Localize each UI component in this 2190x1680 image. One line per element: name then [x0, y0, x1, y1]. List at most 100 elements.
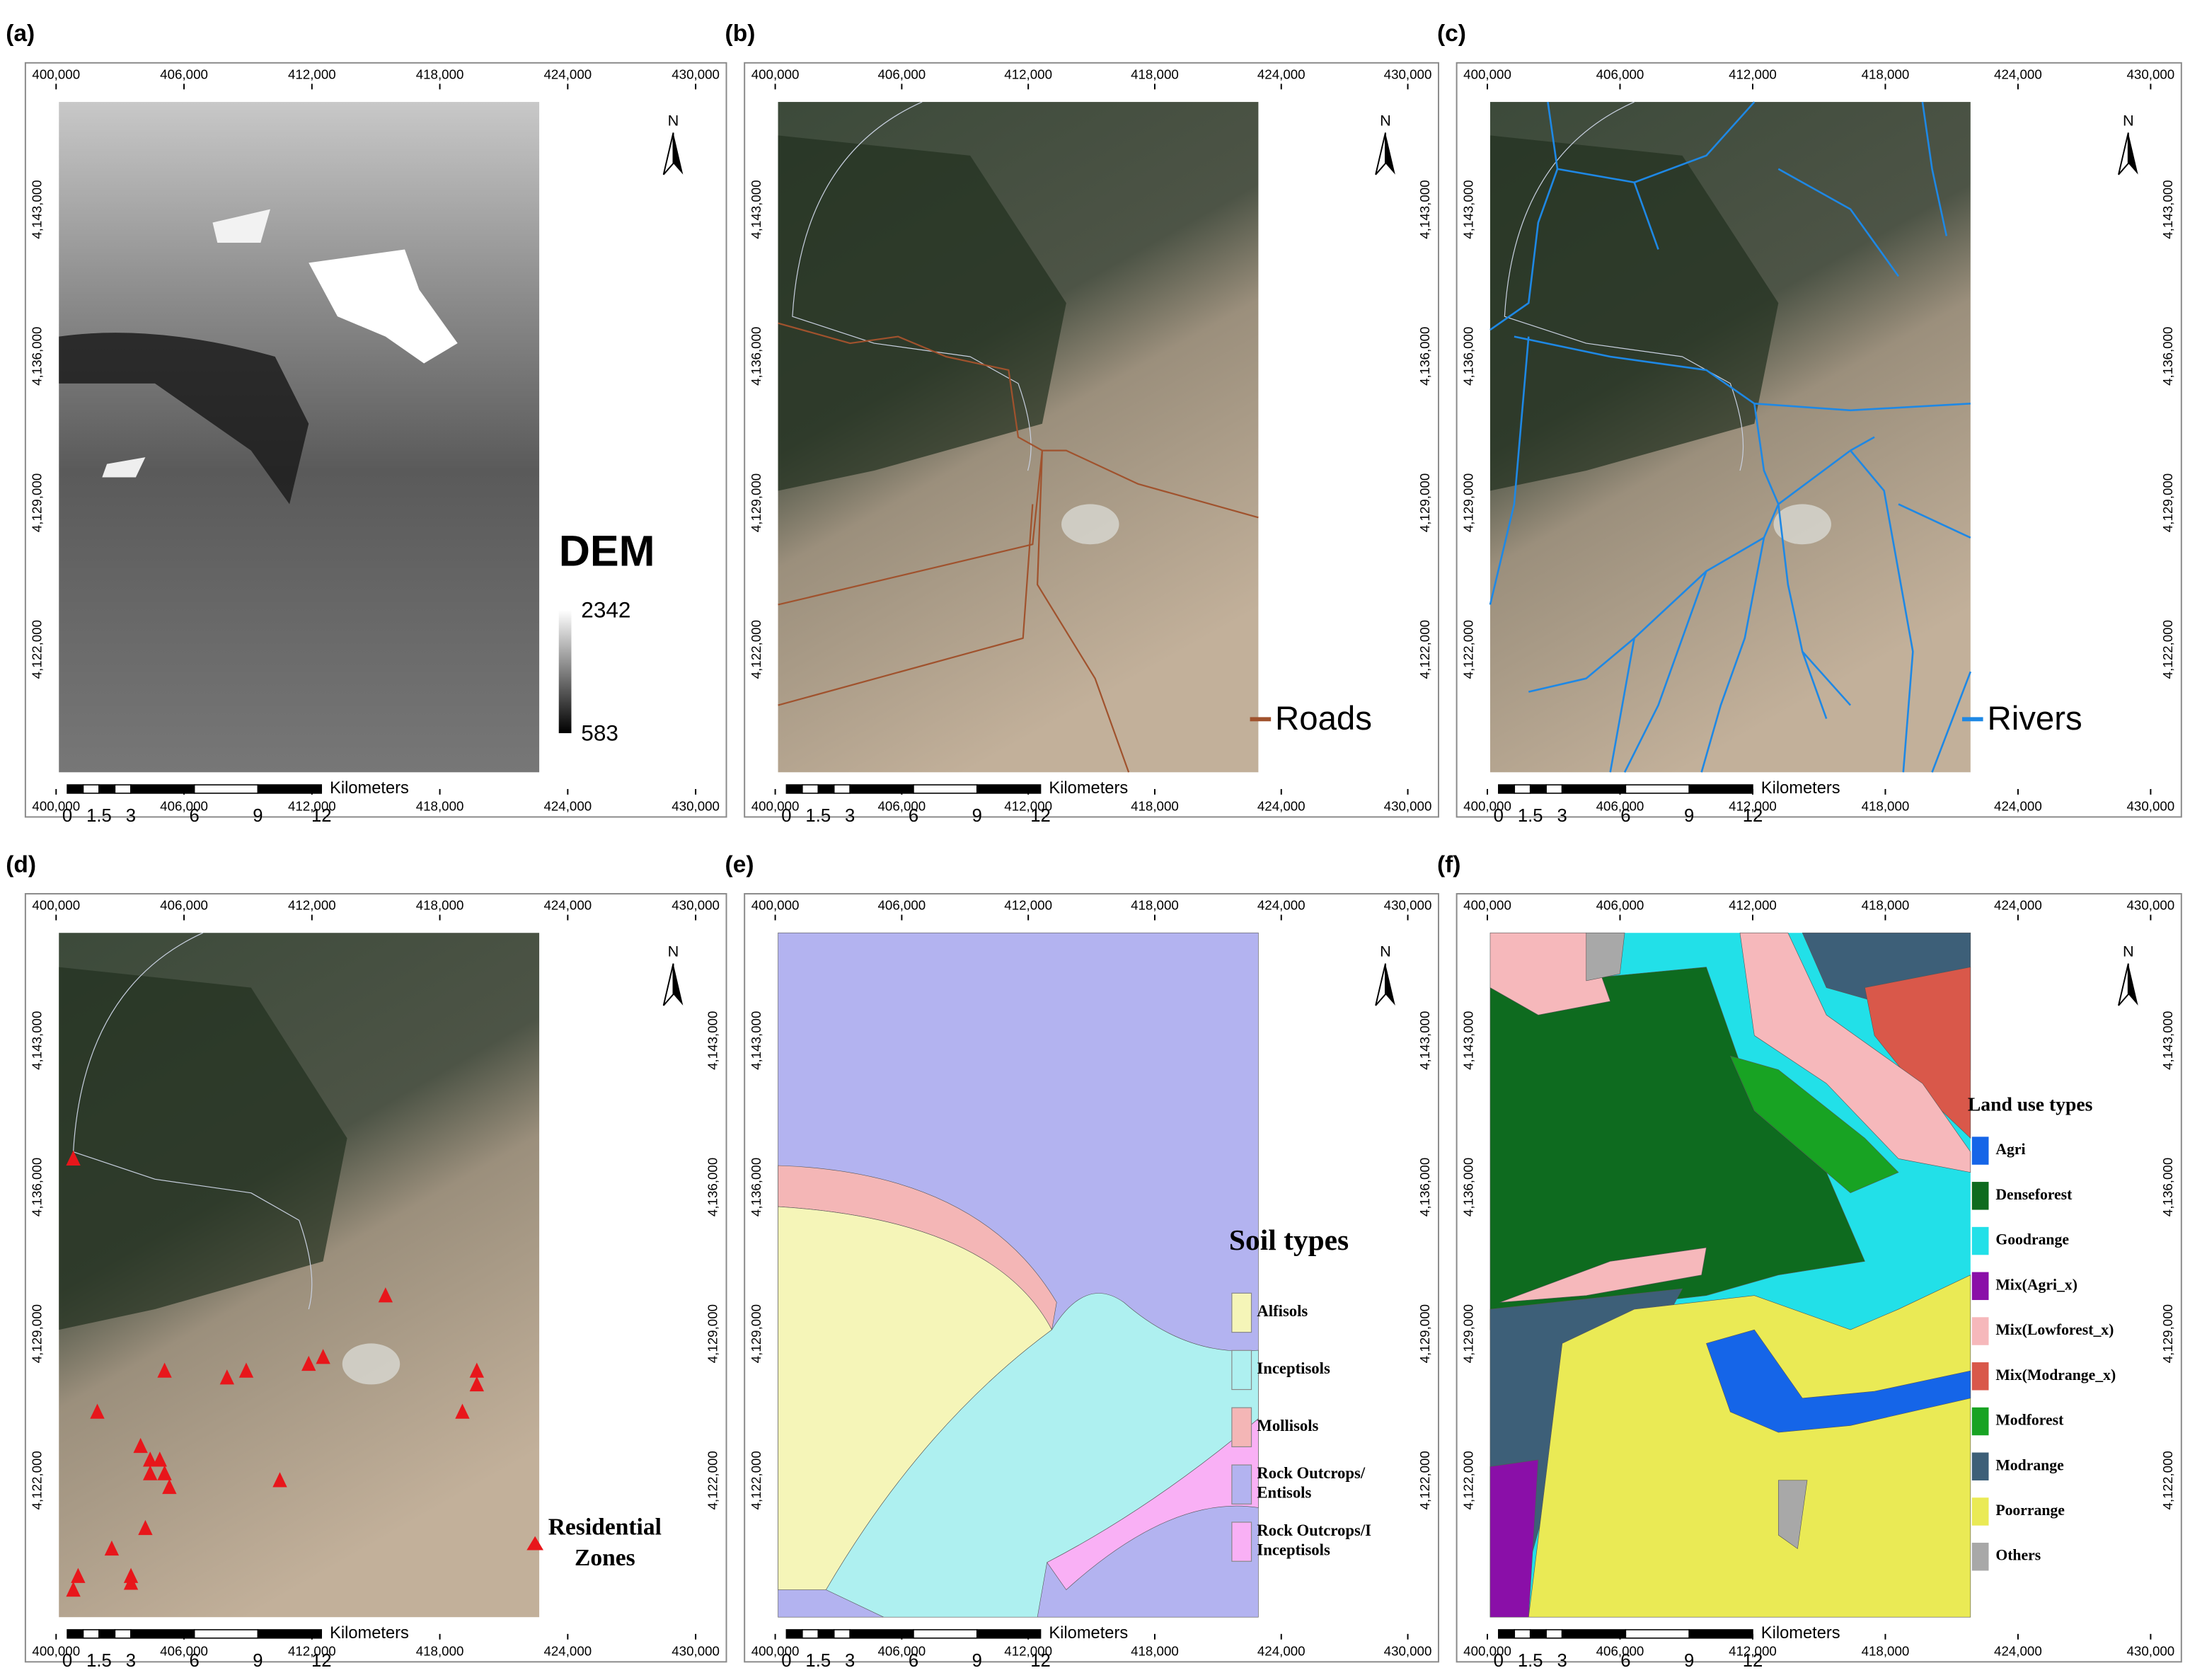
scale-bar-label: 1.5 — [805, 806, 831, 826]
north-arrow — [673, 132, 684, 175]
road — [778, 451, 1042, 605]
y-tick-label: 4,143,000 — [2160, 180, 2175, 238]
legend-swatch — [1971, 1317, 1989, 1345]
scale-bar-label: 0 — [62, 1651, 72, 1671]
x-tick-label: 400,000 — [32, 799, 80, 814]
y-tick-label: 4,143,000 — [2160, 1011, 2175, 1070]
scale-bar-segment — [98, 1629, 116, 1639]
x-tick-label: 430,000 — [1384, 67, 1432, 82]
road — [778, 504, 1033, 705]
x-tick-label: 412,000 — [1004, 1643, 1052, 1658]
scale-bar-segment — [802, 1629, 819, 1639]
scale-bar-label: 9 — [1684, 806, 1694, 826]
x-tick-label: 400,000 — [32, 898, 80, 913]
scale-bar-segment — [913, 1629, 978, 1639]
legend-swatch — [1971, 1272, 1989, 1301]
landuse-mix-lowforest — [1740, 933, 1971, 1172]
legend-swatch — [1971, 1182, 1989, 1210]
x-tick-label: 418,000 — [1131, 67, 1179, 82]
north-arrow — [1375, 963, 1386, 1006]
panel-frame — [24, 892, 727, 1663]
river — [1932, 672, 1971, 772]
river — [1754, 403, 1778, 537]
landuse-modforest — [1730, 1056, 1898, 1192]
scale-bar-segment — [130, 1629, 195, 1639]
x-tick-label: 406,000 — [1596, 898, 1644, 913]
scale-bar-segment — [1498, 1629, 1516, 1639]
north-arrow — [1385, 963, 1395, 1006]
map-panel: (c) 400,000 400,000 406,000 406,000 412,000 41… — [1437, 21, 2182, 826]
panel-frame — [744, 892, 1439, 1663]
scale-bar-segment — [1688, 784, 1753, 794]
y-tick-label: 4,129,000 — [2160, 473, 2175, 532]
legend-swatch — [1971, 1452, 1989, 1481]
soil-rock-inceptisols — [1047, 1419, 1259, 1590]
residential-zone-marker — [157, 1465, 172, 1480]
north-arrow — [2128, 132, 2138, 175]
residential-zone-marker — [123, 1575, 139, 1590]
scale-bar-segment — [257, 784, 323, 794]
y-tick-label: 4,136,000 — [1460, 1158, 1475, 1216]
legend-label: Rock Outcrops/I — [1257, 1521, 1371, 1539]
map — [1490, 933, 1971, 1617]
scale-bar-label: 1.5 — [1518, 806, 1543, 826]
panel-label: (d) — [6, 851, 36, 878]
y-tick-label: 4,143,000 — [1460, 180, 1475, 238]
river — [1702, 538, 1764, 773]
legend-swatch — [1971, 1137, 1989, 1165]
scale-bar-segment — [849, 784, 914, 794]
legend-label: Inceptisols — [1257, 1359, 1330, 1377]
river — [1923, 102, 1947, 236]
legend-swatch — [1231, 1292, 1252, 1333]
scale-bar-segment — [913, 784, 978, 794]
scale-bar-segment — [67, 1629, 84, 1639]
legend-label: Rock Outcrops/ — [1257, 1464, 1365, 1482]
residential-zone-marker — [301, 1355, 316, 1371]
scale-bar-segment — [1625, 1629, 1690, 1639]
river — [1514, 337, 1971, 410]
legend-label: Roads — [1275, 700, 1372, 737]
x-tick-label: 406,000 — [878, 898, 926, 913]
y-tick-label: 4,143,000 — [749, 1011, 763, 1070]
x-tick-label: 412,000 — [1729, 898, 1777, 913]
scale-bar-segment — [785, 784, 803, 794]
x-tick-label: 400,000 — [751, 1643, 800, 1658]
x-tick-label: 424,000 — [543, 799, 592, 814]
legend-swatch — [1971, 1407, 1989, 1436]
x-tick-label: 400,000 — [32, 67, 80, 82]
scale-bar-label: 6 — [909, 1651, 918, 1671]
legend-max: 2342 — [581, 597, 630, 623]
y-tick-label: 4,136,000 — [30, 1158, 45, 1216]
x-tick-label: 418,000 — [1862, 799, 1910, 814]
residential-zone-marker — [272, 1472, 287, 1488]
scale-bar-label: 3 — [126, 806, 136, 826]
y-tick-label: 4,129,000 — [1460, 1304, 1475, 1363]
scale-bar-segment — [1514, 784, 1531, 794]
residential-zone-marker — [469, 1362, 485, 1378]
scale-bar-segment — [1529, 1629, 1547, 1639]
residential-zone-marker — [152, 1451, 167, 1467]
legend-swatch — [1231, 1350, 1252, 1391]
stream — [74, 933, 312, 1309]
scale-bar-label: 9 — [1684, 1651, 1694, 1671]
legend-label: Others — [1995, 1547, 2041, 1564]
scale-bar-label: 0 — [1494, 1651, 1504, 1671]
panel-frame — [744, 62, 1439, 818]
stream — [1504, 102, 1743, 471]
x-tick-label: 424,000 — [1257, 799, 1306, 814]
panel-frame — [1456, 892, 2182, 1663]
legend-label: Goodrange — [1995, 1231, 2069, 1248]
x-tick-label: 406,000 — [1596, 799, 1644, 814]
x-tick-label: 430,000 — [2127, 799, 2175, 814]
x-tick-label: 424,000 — [1994, 799, 2042, 814]
scale-bar-label: 3 — [126, 1651, 136, 1671]
north-arrow — [2118, 963, 2129, 1006]
map-panel: (a) 400,000 400,000 406,000 406,000 412,000 41… — [6, 21, 727, 826]
residential-zone-marker — [66, 1150, 81, 1166]
x-tick-label: 406,000 — [878, 799, 926, 814]
y-tick-label: 4,136,000 — [2160, 1158, 2175, 1216]
legend-swatch — [1231, 1521, 1252, 1562]
x-tick-label: 424,000 — [1994, 898, 2042, 913]
x-tick-label: 424,000 — [1257, 1643, 1306, 1658]
map-panel: (f) 400,000 400,000 406,000 406,000 412,000 41… — [1437, 851, 2182, 1671]
